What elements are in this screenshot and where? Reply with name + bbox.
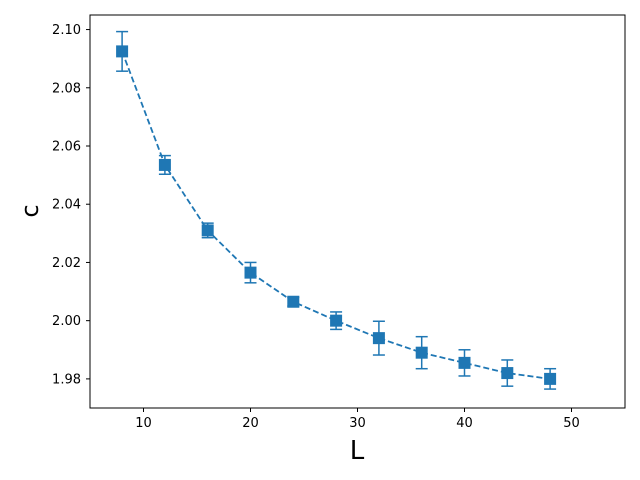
y-tick-label: 2.02	[52, 256, 81, 271]
y-tick-label: 2.04	[52, 198, 81, 213]
x-tick-label: 30	[349, 416, 366, 431]
y-axis-ticks: 1.98 2.00 2.02 2.04 2.06 2.08 2.10	[52, 23, 90, 387]
data-point	[415, 346, 428, 359]
y-tick-label: 2.08	[52, 81, 81, 96]
plot-frame	[89, 14, 626, 409]
x-tick-label: 50	[563, 416, 580, 431]
data-point	[244, 266, 257, 279]
chart-marks	[116, 30, 557, 390]
y-tick-label: 2.10	[52, 23, 81, 38]
x-tick-label: 40	[456, 416, 473, 431]
data-point	[330, 314, 343, 327]
data-point	[287, 295, 300, 308]
y-tick-label: 2.06	[52, 140, 81, 155]
data-point	[501, 367, 514, 380]
y-tick-label: 1.98	[52, 372, 81, 387]
y-tick-label: 2.00	[52, 314, 81, 329]
x-axis-label: L	[350, 436, 365, 466]
x-tick-label: 20	[242, 416, 259, 431]
data-point	[372, 332, 385, 345]
data-point	[544, 372, 557, 385]
x-tick-label: 10	[135, 416, 152, 431]
x-axis-ticks: 10 20 30 40 50	[135, 408, 580, 431]
data-point	[201, 224, 214, 237]
data-point	[158, 158, 171, 171]
y-axis-label: c	[16, 204, 44, 217]
series-line	[121, 51, 551, 380]
data-point	[116, 45, 129, 58]
data-point	[458, 356, 471, 369]
